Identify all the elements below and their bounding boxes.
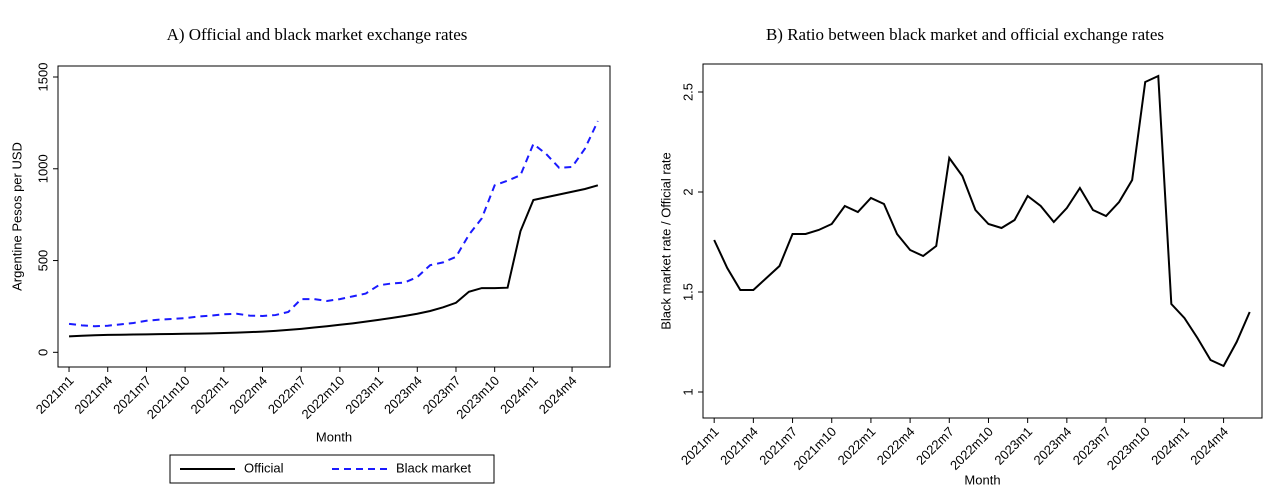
x-tick-label: 2024m1 <box>497 373 541 417</box>
x-tick-label: 2023m10 <box>1104 424 1153 473</box>
x-tick-label: 2021m1 <box>678 424 722 468</box>
series-line <box>68 184 599 338</box>
y-tick-label: 2.5 <box>680 83 695 101</box>
legend-label: Official <box>244 460 284 475</box>
y-tick-label: 1.5 <box>680 283 695 301</box>
x-tick-label: 2022m1 <box>835 424 879 468</box>
x-tick-label: 2024m4 <box>1187 424 1231 468</box>
x-tick-label: 2021m4 <box>71 373 115 417</box>
y-tick-label: 2 <box>680 188 695 195</box>
x-tick-label: 2024m4 <box>536 373 580 417</box>
x-tick-label: 2022m4 <box>226 373 270 417</box>
x-tick-label: 2022m10 <box>947 424 996 473</box>
x-tick-label: 2021m1 <box>33 373 77 417</box>
plot-frame <box>57 65 611 368</box>
x-tick-label: 2023m4 <box>381 373 425 417</box>
x-tick-label: 2021m10 <box>790 424 839 473</box>
series-line <box>713 74 1251 368</box>
y-tick-label: 1 <box>680 388 695 395</box>
x-tick-label: 2023m1 <box>991 424 1035 468</box>
plot-frame <box>702 63 1263 419</box>
y-tick-label: 0 <box>35 349 50 356</box>
y-tick-label: 500 <box>35 250 50 272</box>
chart-title: B) Ratio between black market and offici… <box>766 25 1164 44</box>
legend-label: Black market <box>396 460 472 475</box>
x-tick-label: 2021m10 <box>144 373 193 422</box>
x-tick-label: 2022m10 <box>299 373 348 422</box>
x-tick-label: 2023m4 <box>1031 424 1075 468</box>
x-tick-label: 2022m1 <box>188 373 232 417</box>
x-tick-label: 2021m4 <box>717 424 761 468</box>
x-tick-label: 2024m1 <box>1148 424 1192 468</box>
x-tick-label: 2023m1 <box>342 373 386 417</box>
x-axis-label: Month <box>964 472 1000 487</box>
y-tick-label: 1500 <box>35 63 50 92</box>
series-line <box>68 120 599 328</box>
y-axis-label: Argentine Pesos per USD <box>9 142 24 291</box>
y-axis-label: Black market rate / Official rate <box>658 152 673 330</box>
x-axis-label: Month <box>316 429 352 444</box>
x-tick-label: 2023m10 <box>453 373 502 422</box>
x-tick-label: 2022m4 <box>874 424 918 468</box>
y-tick-label: 1000 <box>35 154 50 183</box>
chart-title: A) Official and black market exchange ra… <box>167 25 468 44</box>
